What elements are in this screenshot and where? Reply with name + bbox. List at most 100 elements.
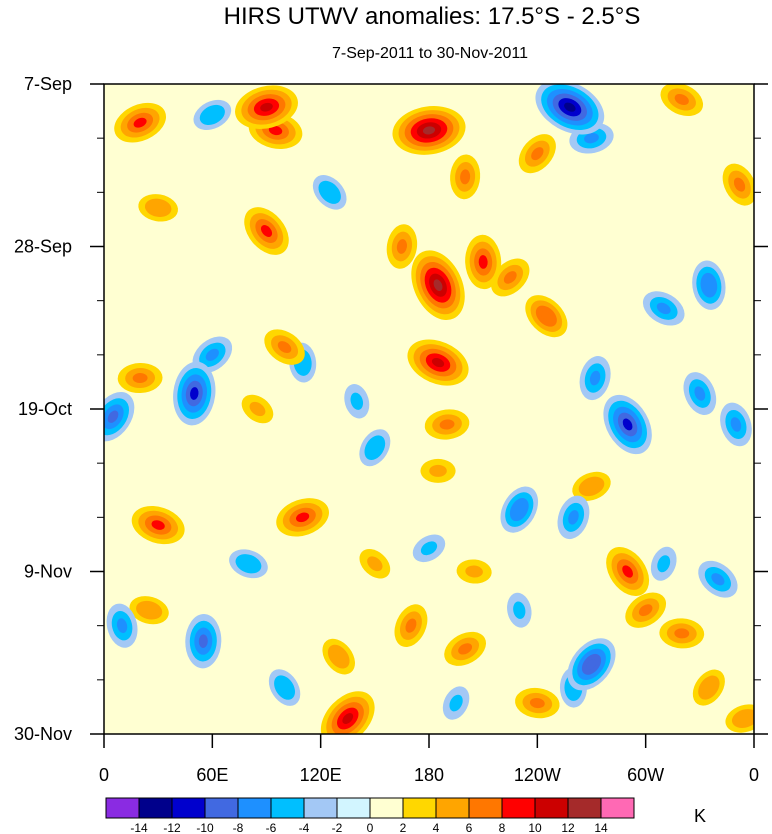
anomaly-blob — [235, 85, 298, 130]
anomaly-blob — [312, 175, 347, 210]
colorbar-labels: -14 -12 -10 -8 -6 -4 -2 0 2 4 6 8 10 12 14 — [130, 821, 608, 834]
anomaly-contour — [116, 618, 128, 634]
anomaly-contour — [733, 177, 746, 192]
y-tick-label: 7-Sep — [24, 74, 72, 94]
x-tick-label: 60E — [196, 765, 228, 785]
anomaly-contour — [205, 348, 219, 361]
anomaly-contour — [260, 225, 273, 237]
anomaly-blob — [322, 638, 355, 675]
colorbar — [105, 797, 635, 819]
x-tick-label: 180 — [414, 765, 444, 785]
anomaly-contour — [279, 681, 290, 694]
colorbar-swatch — [138, 797, 173, 819]
anomaly-blob — [359, 548, 391, 579]
anomaly-contour — [564, 102, 576, 112]
anomaly-contour — [585, 481, 598, 492]
anomaly-contour — [568, 510, 579, 525]
anomaly-blob — [276, 498, 329, 537]
anomaly-contour — [503, 271, 517, 284]
anomaly-contour — [514, 503, 524, 516]
colorbar-swatch — [402, 797, 437, 819]
anomaly-blob — [606, 546, 650, 597]
anomaly-contour — [589, 370, 601, 386]
anomaly-blob — [515, 687, 560, 719]
anomaly-blob — [603, 394, 652, 455]
anomaly-contour — [151, 203, 165, 213]
anomaly-contour — [584, 133, 599, 144]
colorbar-swatch — [105, 797, 140, 819]
anomaly-blob — [683, 372, 717, 415]
anomaly-contour — [529, 697, 545, 709]
anomaly-contour — [638, 604, 653, 617]
colorbar-swatch — [600, 797, 635, 819]
anomaly-blob — [344, 384, 370, 419]
anomaly-blob — [412, 534, 446, 563]
anomaly-contour — [694, 386, 706, 401]
anomaly-contour — [367, 556, 383, 572]
colorbar-label: 6 — [466, 821, 473, 834]
anomaly-contour — [405, 618, 417, 633]
anomaly-blob — [465, 234, 502, 290]
anomaly-contour — [674, 93, 689, 105]
anomaly-blob — [104, 392, 135, 442]
anomaly-blob — [106, 603, 138, 648]
anomaly-blob — [359, 429, 391, 467]
anomaly-contour — [656, 302, 671, 315]
colorbar-swatch — [567, 797, 602, 819]
anomaly-contour — [478, 255, 488, 269]
anomaly-blob — [642, 291, 685, 326]
anomaly-blob — [572, 471, 611, 501]
anomaly-blob — [229, 549, 268, 579]
anomaly-contour — [704, 279, 714, 292]
colorbar-label: -8 — [233, 821, 244, 834]
anomaly-contour — [333, 650, 345, 663]
colorbar-label: 10 — [528, 821, 542, 834]
anomaly-blob — [525, 295, 568, 338]
anomaly-contour — [738, 713, 752, 724]
anomaly-blob — [650, 546, 677, 581]
anomaly-contour — [513, 601, 526, 619]
anomaly-contour — [206, 109, 219, 120]
y-tick-label: 9-Nov — [24, 562, 72, 582]
anomaly-blob — [535, 84, 605, 135]
anomaly-blob — [507, 592, 532, 628]
colorbar-label: 0 — [367, 821, 374, 834]
anomaly-blob — [394, 604, 428, 648]
anomaly-field — [104, 84, 754, 734]
y-axis-labels: 7-Sep 28-Sep 19-Oct 9-Nov 30-Nov — [14, 74, 72, 744]
y-tick-label: 28-Sep — [14, 237, 72, 257]
anomaly-blob — [129, 596, 169, 625]
anomaly-contour — [465, 565, 483, 578]
anomaly-blob — [660, 84, 704, 117]
anomaly-blob — [407, 339, 469, 386]
colorbar-swatch — [237, 797, 272, 819]
anomaly-contour — [260, 102, 273, 112]
anomaly-blob — [659, 618, 705, 649]
anomaly-blob — [138, 194, 179, 222]
anomaly-contour — [241, 558, 255, 569]
colorbar-swatch — [501, 797, 536, 819]
anomaly-blob — [264, 329, 305, 365]
anomaly-contour — [531, 147, 544, 161]
colorbar-label: -6 — [266, 821, 277, 834]
anomaly-blob — [442, 686, 470, 720]
y-tick-label: 19-Oct — [18, 399, 72, 419]
anomaly-blob — [185, 613, 222, 669]
anomaly-contour — [433, 279, 443, 292]
anomaly-contour — [268, 125, 283, 136]
anomaly-contour — [151, 520, 165, 530]
anomaly-blob — [456, 559, 492, 584]
anomaly-blob — [424, 409, 470, 440]
colorbar-label: -2 — [332, 821, 343, 834]
anomaly-contour — [541, 310, 552, 322]
x-tick-label: 0 — [749, 765, 759, 785]
anomaly-blob — [114, 102, 167, 143]
anomaly-blob — [567, 638, 616, 691]
colorbar-swatch — [270, 797, 305, 819]
anomaly-contour — [439, 419, 455, 430]
anomaly-contour — [324, 186, 336, 199]
anomaly-contour — [431, 357, 445, 368]
anomaly-blob — [411, 250, 465, 321]
anomaly-contour — [133, 117, 147, 128]
